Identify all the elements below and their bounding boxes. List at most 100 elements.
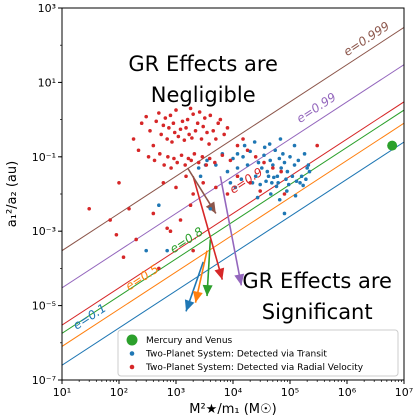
y-tick-label: 10⁻⁵ <box>32 300 56 313</box>
data-point <box>277 156 282 161</box>
data-point <box>180 119 185 124</box>
threshold-line <box>62 27 404 252</box>
data-point <box>168 229 173 233</box>
data-point <box>302 152 307 156</box>
data-point <box>235 152 240 156</box>
data-point <box>264 179 268 184</box>
data-point <box>220 153 225 158</box>
legend-box <box>117 329 399 377</box>
data-point <box>202 116 207 120</box>
data-point <box>306 163 311 167</box>
data-point <box>286 182 291 187</box>
data-point <box>233 185 238 190</box>
data-point <box>192 152 197 156</box>
data-point <box>262 145 267 150</box>
data-point <box>136 148 141 153</box>
legend-label: Mercury and Venus <box>146 336 233 346</box>
data-point <box>256 160 261 165</box>
arrow-shaft <box>192 176 224 280</box>
data-point <box>146 155 151 159</box>
data-point <box>121 255 126 260</box>
data-point <box>188 203 193 207</box>
data-point <box>275 174 280 179</box>
data-point <box>205 158 209 163</box>
data-point <box>151 143 156 148</box>
data-point <box>288 155 292 159</box>
data-point <box>208 207 213 211</box>
data-point <box>207 156 212 161</box>
data-point <box>235 174 240 179</box>
x-tick-label: 10⁶ <box>338 386 357 399</box>
data-point <box>171 121 176 126</box>
x-axis-label: M²★/m₁ (M☉) <box>189 402 276 417</box>
legend-label: Two-Planet System: Detected via Transit <box>145 350 327 360</box>
data-point <box>191 192 195 196</box>
data-point <box>228 181 233 185</box>
data-point <box>282 211 287 216</box>
data-point <box>158 152 162 156</box>
data-point <box>190 136 194 140</box>
data-point <box>279 166 283 170</box>
data-point <box>196 166 201 170</box>
data-point <box>139 121 144 126</box>
data-point <box>182 138 187 142</box>
y-tick-label: 10⁻¹ <box>32 151 56 164</box>
data-point <box>157 111 161 115</box>
data-point <box>299 174 304 179</box>
threshold-line <box>62 141 404 366</box>
data-point <box>151 211 156 216</box>
data-point <box>172 156 176 161</box>
data-point <box>205 130 209 135</box>
data-point <box>270 181 274 185</box>
data-point <box>204 163 209 167</box>
data-point <box>148 128 152 133</box>
threshold-line <box>62 101 404 326</box>
data-point <box>241 137 245 141</box>
data-point <box>154 119 159 124</box>
arrow-head <box>234 273 245 286</box>
data-point <box>216 121 221 126</box>
data-point <box>176 134 181 139</box>
arrow-head <box>184 299 195 312</box>
data-point <box>272 175 276 180</box>
data-point <box>252 140 257 144</box>
x-tick-label: 10⁷ <box>395 386 413 399</box>
annotation-text: GR Effects are <box>242 269 392 293</box>
data-point <box>265 169 270 174</box>
threshold-line <box>62 109 404 334</box>
data-point <box>279 169 283 174</box>
data-point <box>165 248 169 253</box>
legend-marker <box>126 334 138 346</box>
data-point <box>273 148 278 153</box>
data-point <box>184 126 188 130</box>
data-point <box>152 158 157 163</box>
data-point <box>268 158 273 163</box>
data-point <box>165 226 169 231</box>
data-point <box>167 126 171 130</box>
data-point <box>271 163 275 167</box>
arrow-head <box>214 267 225 280</box>
y-tick-label: 10¹ <box>38 76 56 89</box>
data-point <box>292 163 297 167</box>
data-point <box>239 177 244 181</box>
data-point <box>253 155 258 159</box>
legend-label: Two-Planet System: Detected via Radial V… <box>145 363 364 373</box>
data-point <box>258 189 262 193</box>
data-point <box>117 181 121 185</box>
threshold-line-label: e=0.8 <box>167 224 206 256</box>
data-point <box>241 155 245 159</box>
data-point <box>169 166 173 170</box>
data-point <box>307 169 312 174</box>
data-point <box>207 142 211 146</box>
data-point <box>285 189 289 193</box>
data-point <box>231 156 235 161</box>
data-point <box>282 192 287 196</box>
arrow-head <box>202 284 213 297</box>
data-point <box>201 124 205 129</box>
data-point <box>294 179 299 184</box>
x-tick-label: 10⁴ <box>224 386 243 399</box>
data-point <box>222 132 226 137</box>
axis-ticks: 10¹ 10² 10³ 10⁴ 10⁵ 10⁶ 10⁷ 10⁻⁷ 10⁻⁵ 10⁻³ 10⁻¹ 10¹… <box>32 2 413 399</box>
